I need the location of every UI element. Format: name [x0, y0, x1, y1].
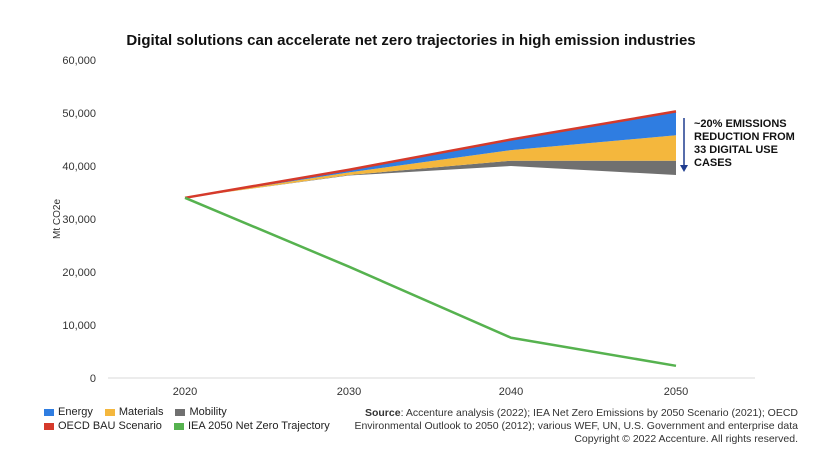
area-mobility — [185, 160, 676, 198]
legend-label: Materials — [118, 406, 164, 418]
legend-item-energy: Energy — [44, 406, 93, 418]
copyright-line: Copyright © 2022 Accenture. All rights r… — [574, 433, 798, 445]
legend-item-iea-net-zero: IEA 2050 Net Zero Trajectory — [173, 420, 330, 432]
x-tick-label: 2050 — [664, 386, 688, 398]
legend-label: Mobility — [189, 406, 227, 418]
source-line: Environmental Outlook to 2050 (2012); va… — [354, 420, 798, 432]
legend-item-mobility: Mobility — [175, 406, 227, 418]
legend-swatch-materials — [104, 408, 115, 416]
annotation-arrow-head — [680, 165, 688, 172]
y-tick-label: 20,000 — [62, 267, 96, 279]
x-tick-label: 2030 — [337, 386, 361, 398]
source-line: Source: Accenture analysis (2022); IEA N… — [328, 407, 798, 420]
y-tick-label: 60,000 — [62, 55, 96, 67]
legend-swatch-energy — [44, 408, 54, 416]
y-tick-label: 50,000 — [62, 108, 96, 120]
y-tick-label: 0 — [90, 373, 96, 385]
annotation-line: ~20% EMISSIONS — [694, 118, 787, 130]
y-tick-label: 10,000 — [62, 320, 96, 332]
legend-row: Energy Materials Mobility — [44, 405, 342, 419]
legend-row: OECD BAU Scenario IEA 2050 Net Zero Traj… — [44, 419, 342, 433]
legend-label: IEA 2050 Net Zero Trajectory — [187, 420, 330, 432]
area-materials — [185, 135, 676, 198]
legend-label: OECD BAU Scenario — [58, 420, 162, 432]
y-tick-label: 40,000 — [62, 161, 96, 173]
line-iea-2050-net-zero-trajectory — [184, 196, 677, 368]
legend-swatch-iea-net-zero — [173, 422, 184, 430]
annotation-line: REDUCTION FROM — [694, 131, 795, 143]
annotation-line: 33 DIGITAL USE — [694, 144, 778, 156]
legend: Energy Materials Mobility OECD BAU Scena… — [44, 405, 342, 433]
source-text: : Accenture analysis (2022); IEA Net Zer… — [400, 407, 798, 419]
chart-title: Digital solutions can accelerate net zer… — [126, 32, 696, 49]
y-axis-label: Mt CO2e — [52, 199, 63, 239]
legend-item-oecd-bau: OECD BAU Scenario — [44, 420, 162, 432]
source-note: Source: Accenture analysis (2022); IEA N… — [328, 407, 798, 446]
annotation-line: CASES — [694, 157, 732, 169]
legend-swatch-oecd-bau — [44, 422, 54, 430]
legend-item-materials: Materials — [104, 406, 164, 418]
x-tick-label: 2020 — [173, 386, 197, 398]
legend-swatch-mobility — [175, 408, 186, 416]
y-tick-label: 30,000 — [62, 214, 96, 226]
line-oecd-bau-scenario — [184, 110, 677, 200]
source-label: Source — [364, 407, 401, 419]
legend-label: Energy — [58, 406, 93, 418]
x-tick-label: 2040 — [499, 386, 523, 398]
reduction-annotation: ~20% EMISSIONS REDUCTION FROM 33 DIGITAL… — [694, 118, 814, 170]
